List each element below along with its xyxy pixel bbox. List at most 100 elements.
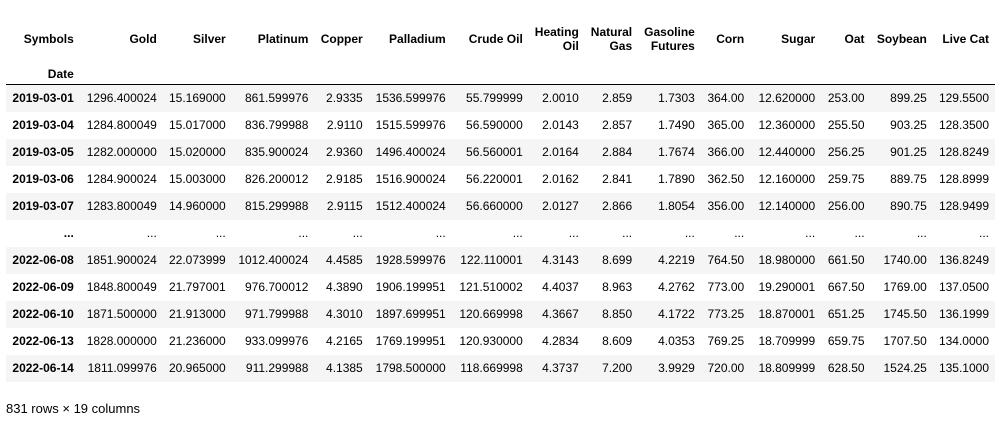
table-cell: 4.2219 bbox=[658, 253, 695, 267]
table-row: 2022-06-08 1851.900024 22.073999 1012.40002… bbox=[6, 246, 995, 274]
table-cell: 1.7490 bbox=[658, 118, 695, 132]
table-cell: 365.00 bbox=[707, 118, 745, 132]
table-cell: 15.003000 bbox=[168, 172, 226, 186]
table-cell: 903.25 bbox=[890, 118, 927, 132]
table-cell: 22.073999 bbox=[168, 253, 226, 267]
table-cell: 356.00 bbox=[707, 199, 745, 213]
table-cell: 815.299988 bbox=[245, 199, 309, 213]
table-cell: 12.140000 bbox=[758, 199, 816, 213]
table-cell: 2.0143 bbox=[542, 118, 579, 132]
table-cell: 256.25 bbox=[827, 145, 865, 159]
table-cell: 667.50 bbox=[827, 280, 865, 294]
index-name-filler bbox=[821, 64, 870, 85]
table-cell: 826.200012 bbox=[245, 172, 309, 186]
row-index-date: 2019-03-01 bbox=[12, 91, 74, 106]
table-cell: 3.9929 bbox=[658, 361, 695, 375]
table-cell: 773.25 bbox=[707, 307, 745, 321]
table-cell: 4.1722 bbox=[658, 307, 695, 321]
table-cell: 1496.400024 bbox=[375, 145, 446, 159]
table-cell: ... bbox=[622, 226, 633, 240]
table-cell: 12.360000 bbox=[758, 118, 816, 132]
index-name-filler bbox=[369, 64, 452, 85]
table-cell: 1282.000000 bbox=[86, 145, 157, 159]
table-cell: 2.9115 bbox=[326, 199, 363, 213]
table-row: 2019-03-04 1284.800049 15.017000 836.799988… bbox=[6, 112, 995, 139]
table-cell: ... bbox=[435, 226, 446, 240]
table-cell: 1811.099976 bbox=[87, 361, 157, 375]
table-cell: 1897.699951 bbox=[375, 307, 446, 321]
table-cell: 890.75 bbox=[890, 199, 927, 213]
table-cell: 2.884 bbox=[602, 145, 633, 159]
table-row: 2019-03-07 1283.800049 14.960000 815.299988… bbox=[6, 192, 995, 220]
table-cell: 628.50 bbox=[827, 361, 865, 375]
table-row: ........................................… bbox=[6, 220, 995, 247]
index-name-filler bbox=[452, 64, 529, 85]
table-cell: 18.870001 bbox=[758, 307, 816, 321]
table-cell: 1.7303 bbox=[658, 91, 695, 106]
table-cell: 911.299988 bbox=[245, 361, 309, 375]
table-cell: 122.110001 bbox=[460, 253, 523, 267]
table-cell: 2.0010 bbox=[542, 91, 579, 106]
table-cell: 366.00 bbox=[707, 145, 745, 159]
column-header: Crude Oil bbox=[468, 32, 523, 46]
row-index-date: 2019-03-06 bbox=[12, 172, 74, 186]
table-cell: 1524.25 bbox=[883, 361, 927, 375]
table-cell: ... bbox=[568, 226, 579, 240]
table-cell: 128.3500 bbox=[938, 118, 989, 132]
table-cell: 136.8249 bbox=[938, 253, 989, 267]
table-cell: 19.290001 bbox=[758, 280, 816, 294]
table-cell: 15.169000 bbox=[168, 91, 226, 106]
table-cell: 1536.599976 bbox=[375, 91, 446, 106]
table-cell: 21.236000 bbox=[168, 334, 226, 348]
table-cell: 2.0162 bbox=[542, 172, 579, 186]
table-cell: 1512.400024 bbox=[375, 199, 446, 213]
table-cell: 1.7674 bbox=[658, 145, 695, 159]
table-cell: 4.3667 bbox=[542, 307, 579, 321]
table-cell: 4.3890 bbox=[326, 280, 363, 294]
table-row: 2022-06-13 1828.000000 21.236000 933.099976… bbox=[6, 328, 995, 355]
index-name-filler bbox=[701, 64, 750, 85]
table-cell: 135.1000 bbox=[938, 361, 989, 375]
table-cell: 128.8999 bbox=[938, 172, 989, 186]
table-cell: 20.965000 bbox=[168, 361, 226, 375]
table-cell: 1745.50 bbox=[883, 307, 927, 321]
table-cell: 901.25 bbox=[890, 145, 927, 159]
table-cell: 56.220001 bbox=[466, 172, 523, 186]
table-row: 2022-06-09 1848.800049 21.797001 976.700012… bbox=[6, 274, 995, 301]
table-cell: 56.590000 bbox=[466, 118, 523, 132]
index-name-filler bbox=[163, 64, 232, 85]
table-cell: 56.560001 bbox=[466, 145, 523, 159]
table-cell: 659.75 bbox=[827, 334, 865, 348]
table-cell: 1516.900024 bbox=[375, 172, 446, 186]
table-cell: 1906.199951 bbox=[375, 280, 446, 294]
table-cell: 8.850 bbox=[602, 307, 633, 321]
row-index-date: 2022-06-09 bbox=[12, 280, 74, 294]
table-cell: 4.3010 bbox=[326, 307, 363, 321]
index-name-filler bbox=[933, 64, 995, 85]
table-cell: 18.980000 bbox=[758, 253, 816, 267]
table-cell: 1828.000000 bbox=[86, 334, 157, 348]
table-cell: 1769.00 bbox=[883, 280, 927, 294]
table-cell: 136.1999 bbox=[938, 307, 989, 321]
table-cell: 4.4037 bbox=[542, 280, 579, 294]
table-cell: 2.0127 bbox=[542, 199, 579, 213]
column-header: Sugar bbox=[781, 32, 816, 46]
table-cell: 253.00 bbox=[827, 91, 865, 106]
table-cell: ... bbox=[146, 226, 157, 240]
table-cell: ... bbox=[215, 226, 226, 240]
table-cell: 2.859 bbox=[602, 91, 633, 106]
table-row: 2022-06-14 1811.099976 20.965000 911.299988… bbox=[6, 354, 995, 382]
table-cell: 4.4585 bbox=[326, 253, 363, 267]
table-cell: 4.2762 bbox=[658, 280, 695, 294]
table-cell: 661.50 bbox=[827, 253, 865, 267]
table-body: 2019-03-01 1296.400024 15.169000 861.599976… bbox=[6, 84, 995, 382]
table-cell: 2.9360 bbox=[326, 145, 363, 159]
column-header: Gold bbox=[129, 32, 157, 46]
index-name-filler bbox=[585, 64, 638, 85]
table-cell: 976.700012 bbox=[245, 280, 309, 294]
table-cell: ... bbox=[854, 226, 865, 240]
table-cell: 18.809999 bbox=[758, 361, 816, 375]
table-cell: 4.3737 bbox=[542, 361, 579, 375]
table-cell: 14.960000 bbox=[168, 199, 226, 213]
table-cell: 1283.800049 bbox=[86, 199, 157, 213]
